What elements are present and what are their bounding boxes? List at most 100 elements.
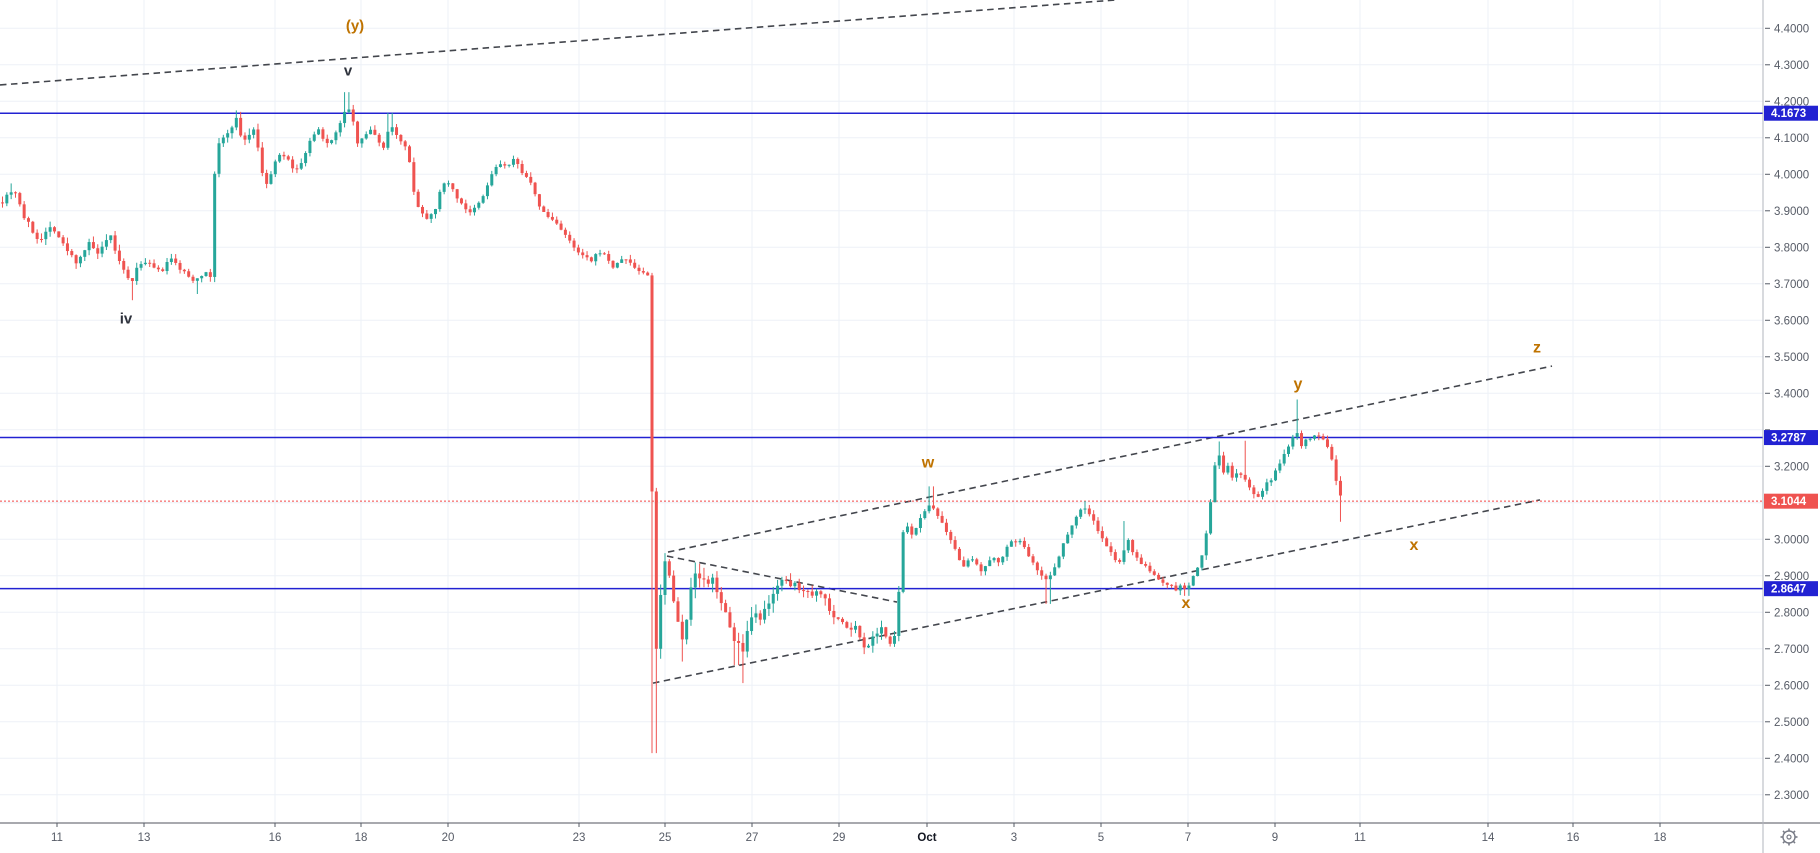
candle-body-down [74,255,78,264]
candle-body-down [182,269,186,272]
gear-tooth [1782,841,1785,844]
wave-label-x: x [1182,595,1191,612]
candle-body-down [698,573,702,579]
candle-body-down [464,203,468,210]
candle-body-down [1139,557,1143,565]
gear-icon[interactable] [1780,828,1798,846]
price-badges: 4.1673 3.2787 2.8647 3.1044 [1764,105,1818,597]
candle-body-up [901,532,905,592]
candle-body-up [135,267,139,282]
candle-body-up [879,627,883,634]
candle-body-up [780,579,784,586]
candle-body-down [1014,541,1018,543]
candle-body-up [1265,482,1269,491]
candle-body-down [96,248,100,254]
time-tick-label: 11 [51,832,63,844]
scale-settings-corner[interactable] [1764,824,1820,853]
candle-body-down [1035,562,1039,571]
candle-body-down [503,164,507,166]
candle-body-up [1009,541,1013,547]
candle-body-down [1183,585,1187,589]
candle-body-down [789,580,793,587]
price-tick-label: 2.6000 [1774,680,1809,692]
triangle-top-line[interactable] [666,555,898,603]
candle-body-up [750,617,754,632]
candle-body-up [5,194,9,204]
candle-body-up [217,143,221,174]
candle-body-up [871,636,875,646]
candle-body-up [195,278,199,281]
candle-body-up [485,185,489,197]
candle-body-up [1269,480,1273,483]
chart-pane[interactable] [0,0,1763,823]
candle-body-up [477,202,481,208]
gear-tooth [1793,841,1796,844]
time-tick-label: 16 [269,832,282,844]
gear-hub [1786,834,1792,840]
candle-body-down [676,601,680,622]
candle-body-down [122,260,126,270]
wave-label-y: (y) [346,17,364,34]
candle-body-up [1217,455,1221,466]
candle-body-down [585,255,589,258]
candle-body-down [152,263,156,268]
candle-body-down [356,121,360,144]
candle-body-up [983,566,987,572]
candle-body-down [559,223,563,230]
candle-body-down [22,204,26,219]
level-price-badge-text: 3.2787 [1771,433,1806,445]
candle-body-down [1027,547,1031,557]
candle-body-down [533,182,537,195]
candle-body-up [793,582,797,587]
candle-body-down [962,560,966,567]
candle-body-up [109,235,113,241]
gear-tooth [1793,830,1796,833]
price-scale[interactable] [1763,0,1820,823]
price-tick-label: 3.8000 [1774,242,1809,254]
candle-body-up [1304,439,1308,447]
candle-body-up [334,132,338,141]
candle-body-down [468,209,472,213]
candle-body-down [1135,552,1139,558]
candle-body-down [719,592,723,604]
candle-body-up [659,594,663,649]
candle-body-down [858,625,862,638]
candle-body-up [1178,585,1182,591]
candle-body-down [126,269,130,279]
candle-body-up [771,593,775,604]
candle-body-down [1144,564,1148,566]
candle-body-down [13,192,17,194]
candle-body-down [637,267,641,272]
candle-body-down [295,168,299,170]
price-tick-label: 3.4000 [1774,388,1809,400]
candle-body-up [143,262,147,265]
candle-body-down [1334,459,1338,481]
candle-body-down [555,219,559,224]
candle-body-down [953,540,957,549]
time-tick-label: 13 [138,832,151,844]
candle-body-up [200,275,204,279]
candle-body-up [9,192,13,195]
time-tick-label: 7 [1185,832,1191,844]
candle-body-up [875,633,879,637]
price-tick-label: 3.7000 [1774,279,1809,291]
candle-body-down [724,603,728,613]
candle-body-down [1113,552,1117,561]
candle-body-up [594,254,598,262]
candle-body-down [65,243,69,252]
candle-body-up [711,577,715,584]
candle-body-up [507,164,511,166]
candle-body-down [325,138,329,144]
candle-body-down [61,237,65,244]
candle-body-up [1070,525,1074,535]
channel-bottom-line[interactable] [652,499,1541,684]
candle-body-up [1053,567,1057,576]
candle-body-up [386,131,390,148]
price-tick-label: 2.3000 [1774,790,1809,802]
candle-body-up [48,227,52,232]
candle-body-up [1312,435,1316,439]
channel-top-line[interactable] [667,365,1553,553]
candle-body-up [312,134,316,141]
time-scale[interactable] [0,823,1763,853]
